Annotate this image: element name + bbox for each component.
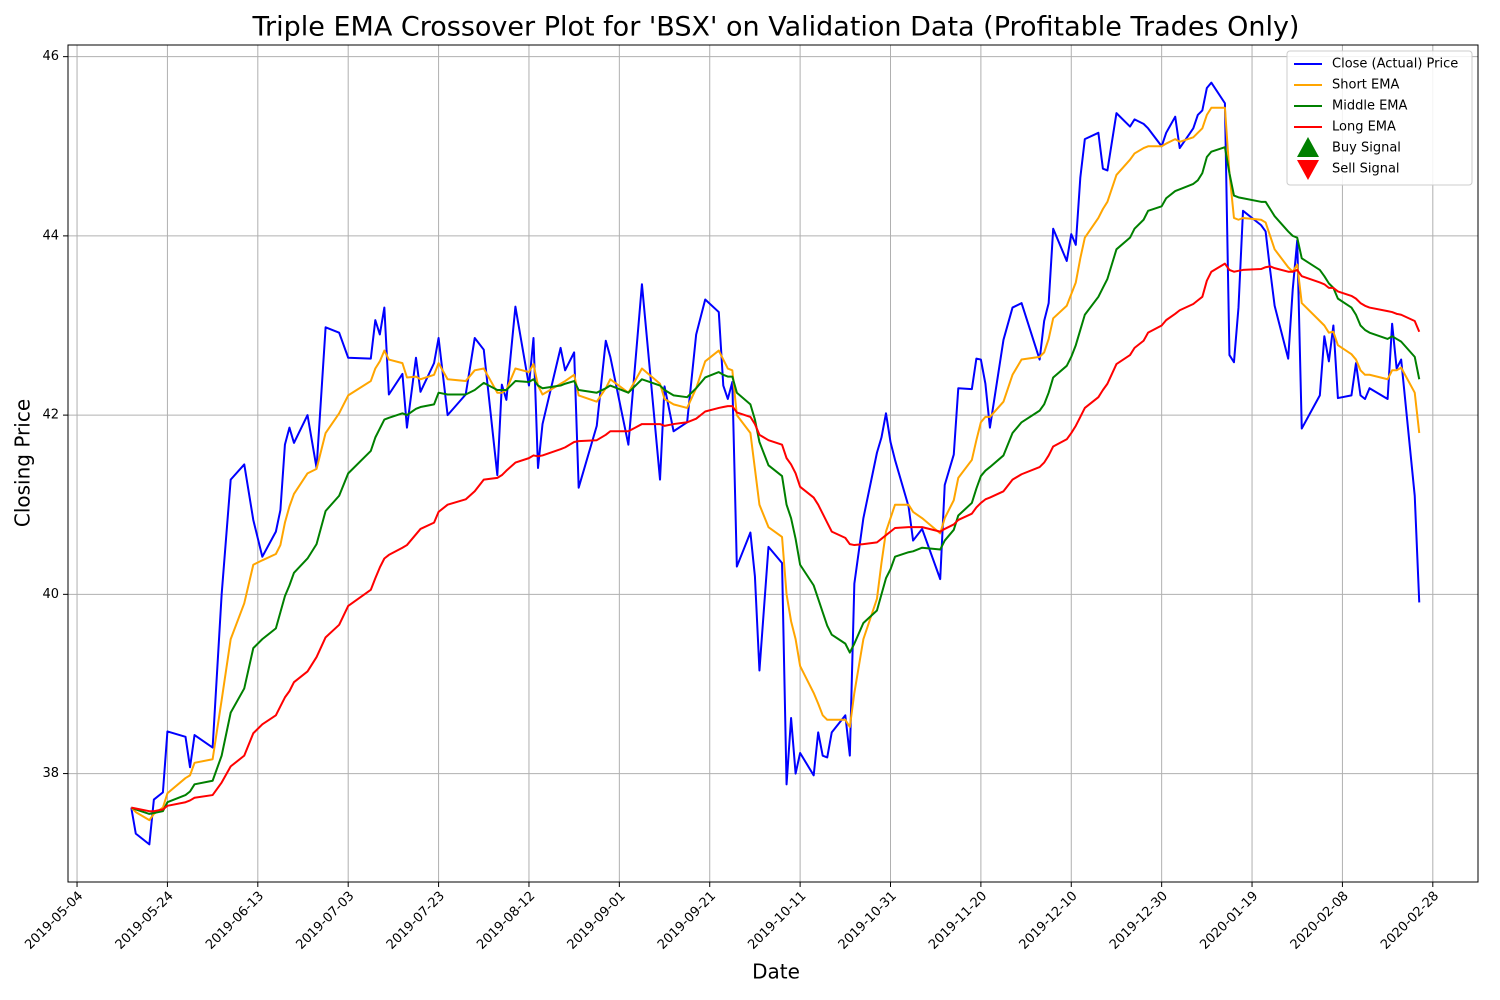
legend-label: Close (Actual) Price (1332, 57, 1458, 72)
series-line (130, 81, 1421, 846)
y-axis-label: Closing Price (11, 399, 35, 527)
series-line (131, 262, 1421, 813)
x-axis-label: Date (752, 960, 800, 984)
legend-label: Short EMA (1332, 78, 1399, 93)
y-tick-label: 40 (42, 587, 59, 602)
y-tick-label: 38 (42, 766, 59, 781)
legend-label: Buy Signal (1332, 141, 1401, 156)
series-line (130, 146, 1421, 815)
legend-marker (1297, 137, 1319, 157)
legend-label: Middle EMA (1332, 99, 1408, 114)
grid (68, 45, 1478, 882)
y-tick-label: 42 (42, 408, 59, 423)
legend-label: Long EMA (1332, 120, 1396, 135)
chart-title: Triple EMA Crossover Plot for 'BSX' on V… (252, 12, 1300, 43)
legend: Close (Actual) Price Short EMA Middle EMA L… (1286, 50, 1473, 186)
plot-frame (67, 44, 1479, 883)
y-tick-label: 44 (42, 228, 59, 243)
lines (130, 81, 1421, 846)
y-tick-label: 46 (42, 49, 59, 64)
legend-label: Sell Signal (1332, 162, 1400, 177)
legend-box (1286, 50, 1473, 186)
legend-marker (1297, 160, 1319, 180)
series-line (130, 106, 1421, 822)
